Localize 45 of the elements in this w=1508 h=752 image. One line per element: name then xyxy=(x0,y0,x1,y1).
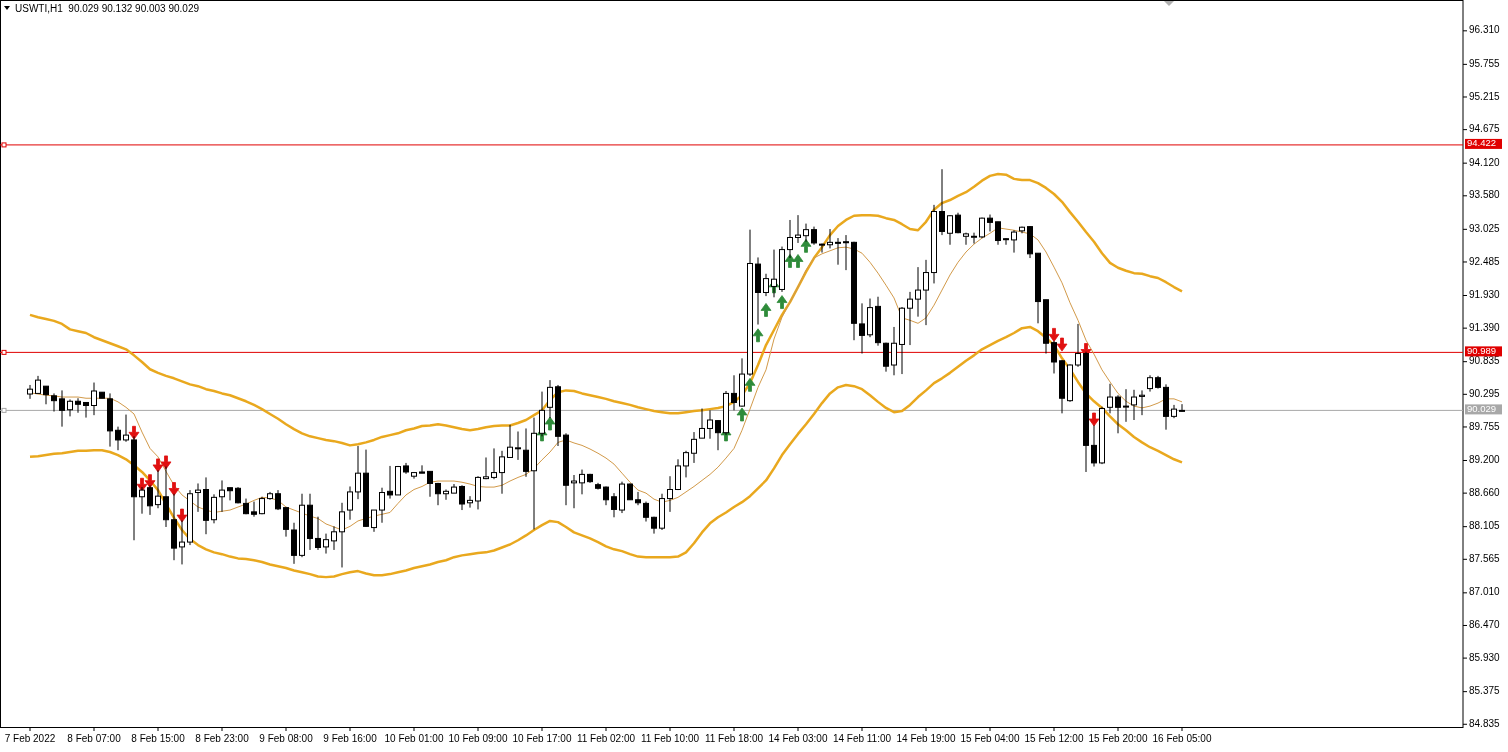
y-tick-label: 95.755 xyxy=(1469,58,1501,69)
x-tick-label: 10 Feb 17:00 xyxy=(512,732,572,744)
x-tick-label: 9 Feb 08:00 xyxy=(259,732,314,744)
y-tick-label: 89.755 xyxy=(1469,420,1501,432)
y-tick-label: 90.835 xyxy=(1469,355,1501,367)
y-tick-label: 90.295 xyxy=(1469,387,1501,399)
x-tick-label: 11 Feb 02:00 xyxy=(576,732,636,744)
y-tick-label: 93.580 xyxy=(1469,189,1501,201)
y-tick-label: 96.310 xyxy=(1469,24,1501,36)
y-tick-label: 89.200 xyxy=(1469,454,1501,466)
x-tick-label: 10 Feb 09:00 xyxy=(448,732,508,744)
y-tick-label: 85.930 xyxy=(1469,651,1501,663)
y-tick-label: 85.375 xyxy=(1469,685,1501,697)
y-tick-label: 87.565 xyxy=(1469,552,1501,564)
y-tick-label: 91.930 xyxy=(1469,289,1501,301)
x-tick-label: 8 Feb 15:00 xyxy=(131,732,186,744)
x-tick-label: 11 Feb 10:00 xyxy=(640,732,700,744)
x-tick-label: 7 Feb 2022 xyxy=(4,732,56,744)
x-tick-label: 15 Feb 20:00 xyxy=(1088,732,1148,744)
y-tick-label: 93.025 xyxy=(1469,222,1501,234)
ref-line-label: 90.029 xyxy=(1467,402,1497,414)
x-tick-label: 10 Feb 01:00 xyxy=(384,732,444,744)
y-tick-label: 91.390 xyxy=(1469,321,1501,333)
y-tick-label: 94.120 xyxy=(1469,156,1501,168)
y-tick-label: 92.485 xyxy=(1469,255,1501,267)
y-tick-label: 88.660 xyxy=(1469,486,1501,498)
x-tick-label: 8 Feb 23:00 xyxy=(195,732,250,744)
x-tick-label: 11 Feb 18:00 xyxy=(704,732,764,744)
ref-line-label: 94.422 xyxy=(1467,137,1497,149)
x-tick-label: 14 Feb 03:00 xyxy=(768,732,828,744)
y-tick-label: 86.470 xyxy=(1469,619,1501,631)
x-tick-label: 16 Feb 05:00 xyxy=(1152,732,1212,744)
y-tick-label: 88.105 xyxy=(1469,520,1501,532)
y-tick-label: 94.675 xyxy=(1469,123,1501,135)
x-tick-label: 14 Feb 19:00 xyxy=(896,732,956,744)
chart-title: USWTI,H1 90.029 90.132 90.003 90.029 xyxy=(15,2,200,14)
ref-line-label: 90.989 xyxy=(1467,344,1497,356)
x-tick-label: 14 Feb 11:00 xyxy=(832,732,892,744)
y-tick-label: 87.010 xyxy=(1469,586,1501,598)
x-tick-label: 15 Feb 04:00 xyxy=(960,732,1020,744)
y-tick-label: 84.835 xyxy=(1469,717,1501,729)
x-tick-label: 8 Feb 07:00 xyxy=(67,732,122,744)
x-tick-label: 9 Feb 16:00 xyxy=(323,732,378,744)
x-tick-label: 15 Feb 12:00 xyxy=(1024,732,1084,744)
y-tick-label: 95.215 xyxy=(1469,90,1501,102)
